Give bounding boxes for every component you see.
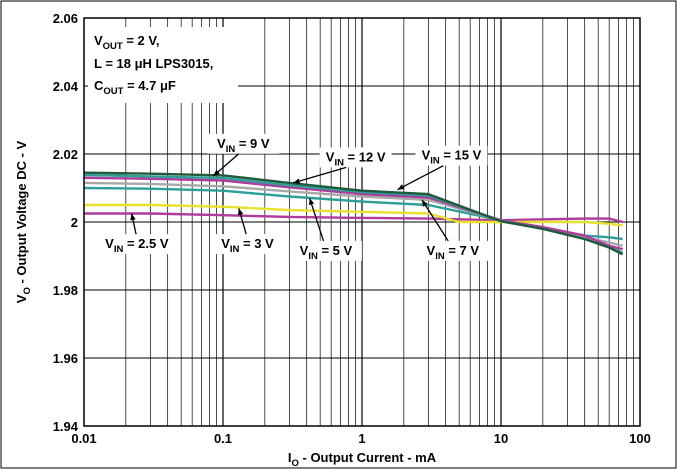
annotation-label-0: VIN = 2.5 V — [105, 236, 169, 255]
annotation-label-5: VIN = 12 V — [326, 149, 386, 168]
conditions-background — [88, 27, 238, 103]
annotation-bg-3 — [416, 240, 489, 261]
annotation-bg-5 — [319, 147, 392, 168]
series-annotations: VIN = 2.5 V VIN = 3 V VIN = 5 V VIN = 7 V VI… — [100, 133, 489, 262]
annotation-bg-4 — [207, 133, 280, 154]
x-tick-label-4: 100 — [629, 431, 651, 446]
annotation-arrowhead-5 — [293, 178, 301, 184]
y-tick-label-1: 1.96 — [53, 351, 78, 366]
annotation-label-4: VIN = 9 V — [217, 136, 270, 155]
condition-cout: COUT = 4.7 μF — [94, 78, 176, 97]
annotation-label-3: VIN = 7 V — [427, 243, 480, 262]
annotation-bg-1 — [211, 234, 284, 255]
x-tick-label-1: 0.1 — [214, 431, 232, 446]
y-tick-label-0: 1.94 — [53, 419, 79, 434]
y-tick-label-6: 2.06 — [53, 11, 78, 26]
series-lines — [83, 171, 624, 256]
annotation-arrowhead-0 — [130, 213, 136, 221]
y-axis-label: VO - Output Voltage DC - V — [14, 140, 33, 303]
annotation-bg-2 — [289, 240, 362, 261]
annotation-arrowhead-1 — [237, 208, 244, 216]
y-tick-label-2: 1.98 — [53, 283, 78, 298]
annotation-arrow-5 — [293, 166, 347, 184]
x-tick-label-3: 10 — [494, 431, 508, 446]
annotation-arrow-6 — [397, 165, 444, 191]
series-line-6 — [83, 171, 624, 256]
annotation-arrowhead-6 — [397, 184, 405, 190]
annotation-label-2: VIN = 5 V — [300, 243, 353, 262]
conditions-box: VOUT = 2 V, L = 18 μH LPS3015, COUT = 4.7 … — [88, 27, 238, 103]
annotation-label-1: VIN = 3 V — [221, 236, 274, 255]
annotation-label-6: VIN = 15 V — [422, 148, 482, 167]
annotation-arrow-2 — [309, 197, 325, 242]
annotation-arrowhead-4 — [213, 169, 220, 177]
series-line-0 — [84, 212, 623, 224]
x-tick-label-2: 1 — [358, 431, 365, 446]
annotation-arrowhead-3 — [421, 199, 428, 207]
condition-vout: VOUT = 2 V, — [94, 33, 159, 52]
axis-labels: IO - Output Current - mA VO - Output Volt… — [14, 140, 437, 469]
y-tick-label-4: 2.02 — [53, 147, 78, 162]
x-tick-label-0: 0.01 — [71, 431, 96, 446]
series-line-4 — [83, 176, 623, 251]
series-line-2 — [83, 186, 623, 241]
annotation-arrowhead-2 — [309, 198, 315, 206]
y-tick-label-3: 2 — [71, 215, 78, 230]
condition-inductor: L = 18 μH LPS3015, — [94, 56, 213, 71]
annotation-bg-0 — [100, 234, 173, 255]
series-line-1 — [84, 203, 623, 227]
annotation-bg-6 — [415, 145, 488, 166]
tick-labels: 0.01 0.1 1 10 100 1.94 1.96 1.98 2 2.02 2.04 2.06 — [53, 11, 651, 446]
y-tick-label-5: 2.04 — [53, 79, 79, 94]
plot-frame — [83, 17, 641, 427]
annotation-arrow-3 — [421, 199, 449, 242]
x-axis-label: IO - Output Current - mA — [288, 450, 437, 469]
y-axis-label-group: VO - Output Voltage DC - V — [14, 140, 33, 303]
